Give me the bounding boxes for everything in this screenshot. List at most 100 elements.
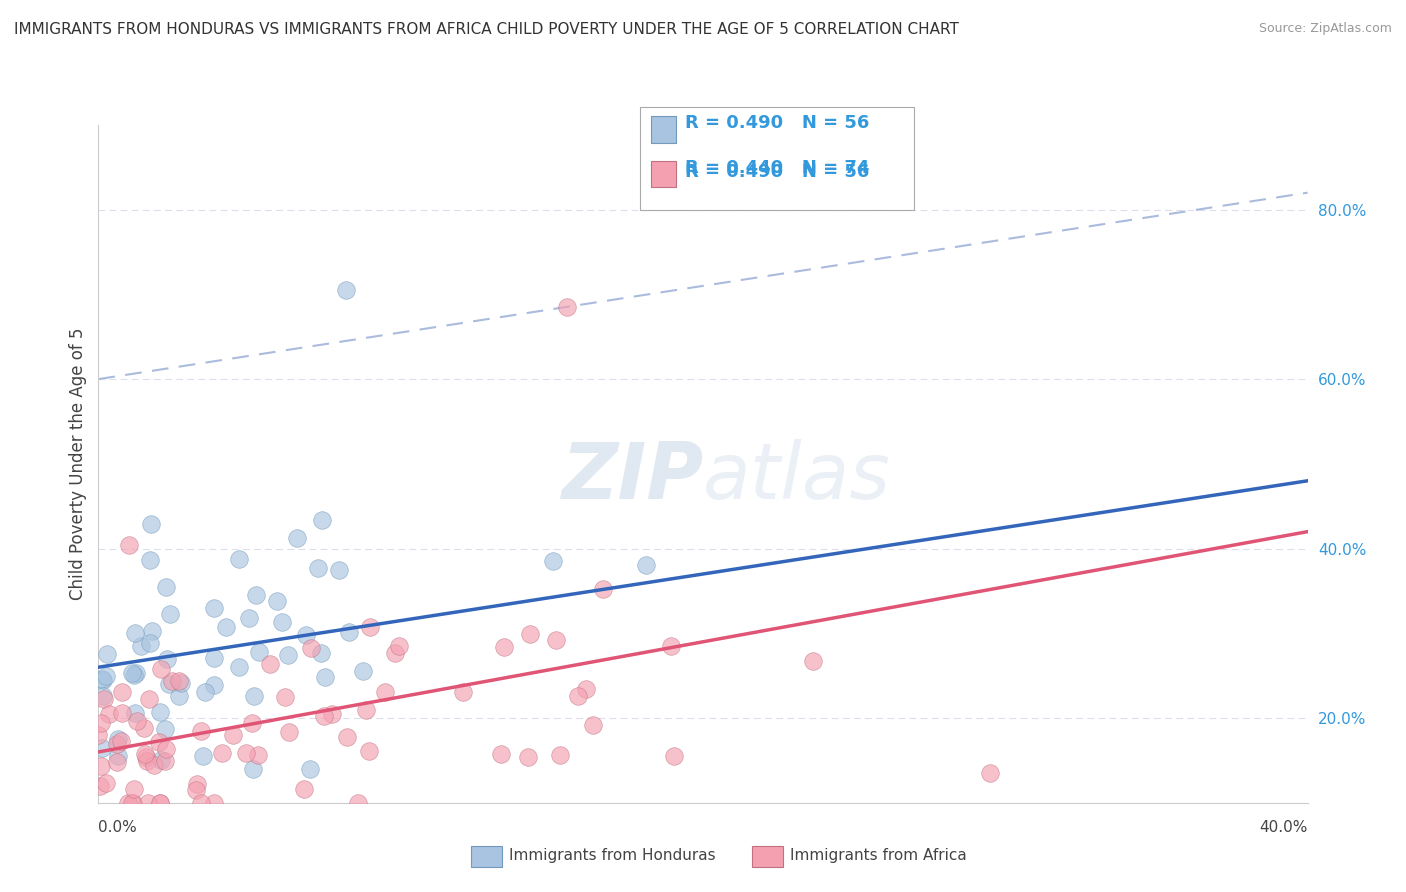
- Point: [136, 796, 159, 810]
- Point: [111, 706, 134, 721]
- Point: [148, 735, 170, 749]
- Point: [228, 552, 250, 566]
- Point: [110, 734, 132, 748]
- Point: [328, 563, 350, 577]
- Point: [277, 725, 299, 739]
- Point: [270, 615, 292, 629]
- Point: [138, 691, 160, 706]
- Point: [90, 758, 112, 772]
- Point: [118, 537, 141, 551]
- Text: atlas: atlas: [703, 440, 891, 516]
- Point: [139, 636, 162, 650]
- Point: [134, 747, 156, 761]
- Point: [134, 721, 156, 735]
- Point: [321, 706, 343, 721]
- Point: [247, 747, 270, 762]
- Point: [155, 742, 177, 756]
- Point: [96, 647, 118, 661]
- Point: [87, 728, 110, 742]
- Point: [127, 714, 149, 728]
- Point: [155, 754, 177, 768]
- Point: [157, 677, 180, 691]
- Point: [190, 796, 212, 810]
- Point: [135, 750, 157, 764]
- Point: [247, 645, 270, 659]
- Point: [516, 750, 538, 764]
- Point: [285, 531, 308, 545]
- Point: [129, 639, 152, 653]
- Point: [222, 728, 245, 742]
- Point: [94, 669, 117, 683]
- Point: [91, 673, 114, 688]
- Point: [211, 746, 233, 760]
- Point: [184, 782, 207, 797]
- Point: [202, 601, 225, 615]
- Point: [149, 796, 172, 810]
- Point: [139, 553, 162, 567]
- Point: [489, 747, 512, 762]
- Point: [352, 664, 374, 678]
- Point: [122, 781, 145, 796]
- Point: [374, 685, 396, 699]
- Point: [335, 283, 357, 297]
- Point: [294, 628, 316, 642]
- Point: [90, 716, 112, 731]
- Point: [215, 620, 238, 634]
- Point: [314, 709, 336, 723]
- Point: [359, 620, 381, 634]
- Point: [243, 689, 266, 703]
- Text: R = 0.440   N = 74: R = 0.440 N = 74: [685, 159, 869, 177]
- Point: [277, 648, 299, 662]
- Point: [91, 689, 114, 703]
- Text: R = 0.490   N = 56: R = 0.490 N = 56: [685, 114, 869, 132]
- Point: [314, 670, 336, 684]
- Point: [141, 624, 163, 639]
- Point: [167, 689, 190, 703]
- Point: [384, 646, 406, 660]
- Point: [582, 718, 605, 732]
- Point: [202, 796, 225, 810]
- Point: [190, 723, 212, 738]
- Text: 0.0%: 0.0%: [98, 820, 138, 835]
- Point: [124, 626, 146, 640]
- Point: [94, 776, 117, 790]
- Point: [153, 723, 176, 737]
- Point: [245, 588, 267, 602]
- Text: ZIP: ZIP: [561, 440, 703, 516]
- Point: [979, 766, 1001, 780]
- Point: [259, 657, 281, 671]
- Point: [356, 703, 378, 717]
- Point: [235, 746, 257, 760]
- Text: Source: ZipAtlas.com: Source: ZipAtlas.com: [1258, 22, 1392, 36]
- Point: [519, 627, 541, 641]
- Point: [105, 737, 128, 751]
- Point: [90, 741, 112, 756]
- Point: [388, 639, 411, 653]
- Point: [139, 517, 162, 532]
- Y-axis label: Child Poverty Under the Age of 5: Child Poverty Under the Age of 5: [69, 327, 87, 600]
- Point: [186, 777, 208, 791]
- Point: [167, 673, 190, 688]
- Point: [311, 513, 333, 527]
- Point: [107, 732, 129, 747]
- Point: [150, 753, 173, 767]
- Point: [121, 796, 143, 810]
- Point: [664, 748, 686, 763]
- Point: [347, 796, 370, 810]
- Point: [149, 796, 172, 810]
- Point: [117, 796, 139, 810]
- Point: [298, 762, 321, 776]
- Point: [541, 554, 564, 568]
- Point: [634, 558, 657, 572]
- Point: [111, 685, 134, 699]
- Point: [155, 652, 177, 666]
- Point: [122, 796, 145, 810]
- Point: [149, 705, 172, 719]
- Point: [307, 561, 329, 575]
- Point: [555, 300, 578, 314]
- Text: Immigrants from Honduras: Immigrants from Honduras: [509, 848, 716, 863]
- Point: [240, 715, 263, 730]
- Point: [150, 662, 173, 676]
- Point: [191, 749, 214, 764]
- Point: [274, 690, 297, 705]
